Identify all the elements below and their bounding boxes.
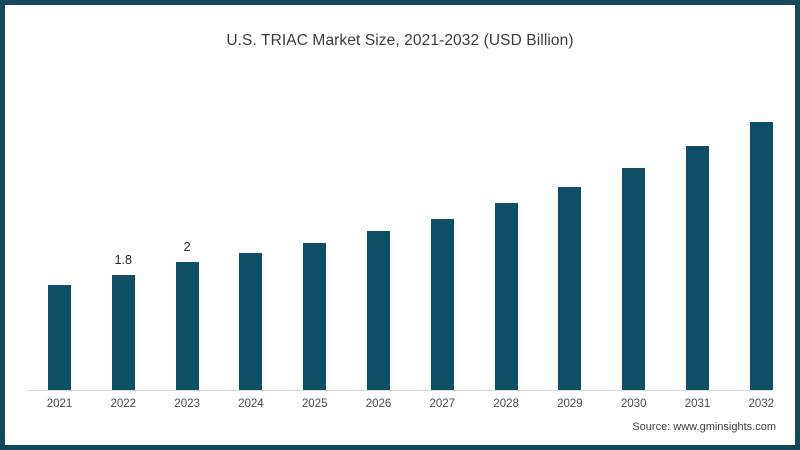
bar-2024[interactable] — [239, 252, 263, 390]
x-tick-label-2022: 2022 — [110, 398, 137, 410]
x-tick-label-2023: 2023 — [174, 398, 200, 410]
bar-2022[interactable] — [111, 274, 135, 390]
bar-2031[interactable] — [686, 145, 709, 390]
x-tick-label-2026: 2026 — [365, 398, 392, 410]
chart-title: U.S. TRIAC Market Size, 2021-2032 (USD B… — [226, 32, 574, 49]
bar-value-label-2022: 1.8 — [114, 252, 132, 267]
chart-canvas — [5, 5, 795, 445]
bar-2025[interactable] — [303, 243, 327, 390]
x-tick-label-2024: 2024 — [238, 398, 264, 410]
bar-2021[interactable] — [48, 284, 71, 390]
x-tick-label-2021: 2021 — [46, 398, 73, 410]
bar-2029[interactable] — [558, 186, 582, 390]
source-note: Source: www.gminsights.com — [632, 421, 776, 433]
bar-2032[interactable] — [749, 121, 773, 390]
x-axis-line — [28, 390, 772, 391]
bar-2027[interactable] — [430, 218, 454, 390]
x-tick-label-2032: 2032 — [748, 398, 775, 410]
bar-2028[interactable] — [494, 203, 518, 390]
bar-2023[interactable] — [175, 262, 199, 390]
x-tick-label-2028: 2028 — [493, 398, 519, 410]
bar-2026[interactable] — [367, 231, 390, 390]
plot-area — [28, 70, 772, 395]
x-tick-label-2029: 2029 — [557, 398, 583, 410]
x-tick-label-2025: 2025 — [301, 398, 328, 410]
x-tick-label-2030: 2030 — [620, 398, 647, 410]
bar-2030[interactable] — [622, 167, 646, 390]
x-tick-label-2031: 2031 — [684, 398, 711, 410]
bar-value-label-2023: 2 — [183, 240, 191, 255]
x-tick-label-2027: 2027 — [429, 398, 456, 410]
